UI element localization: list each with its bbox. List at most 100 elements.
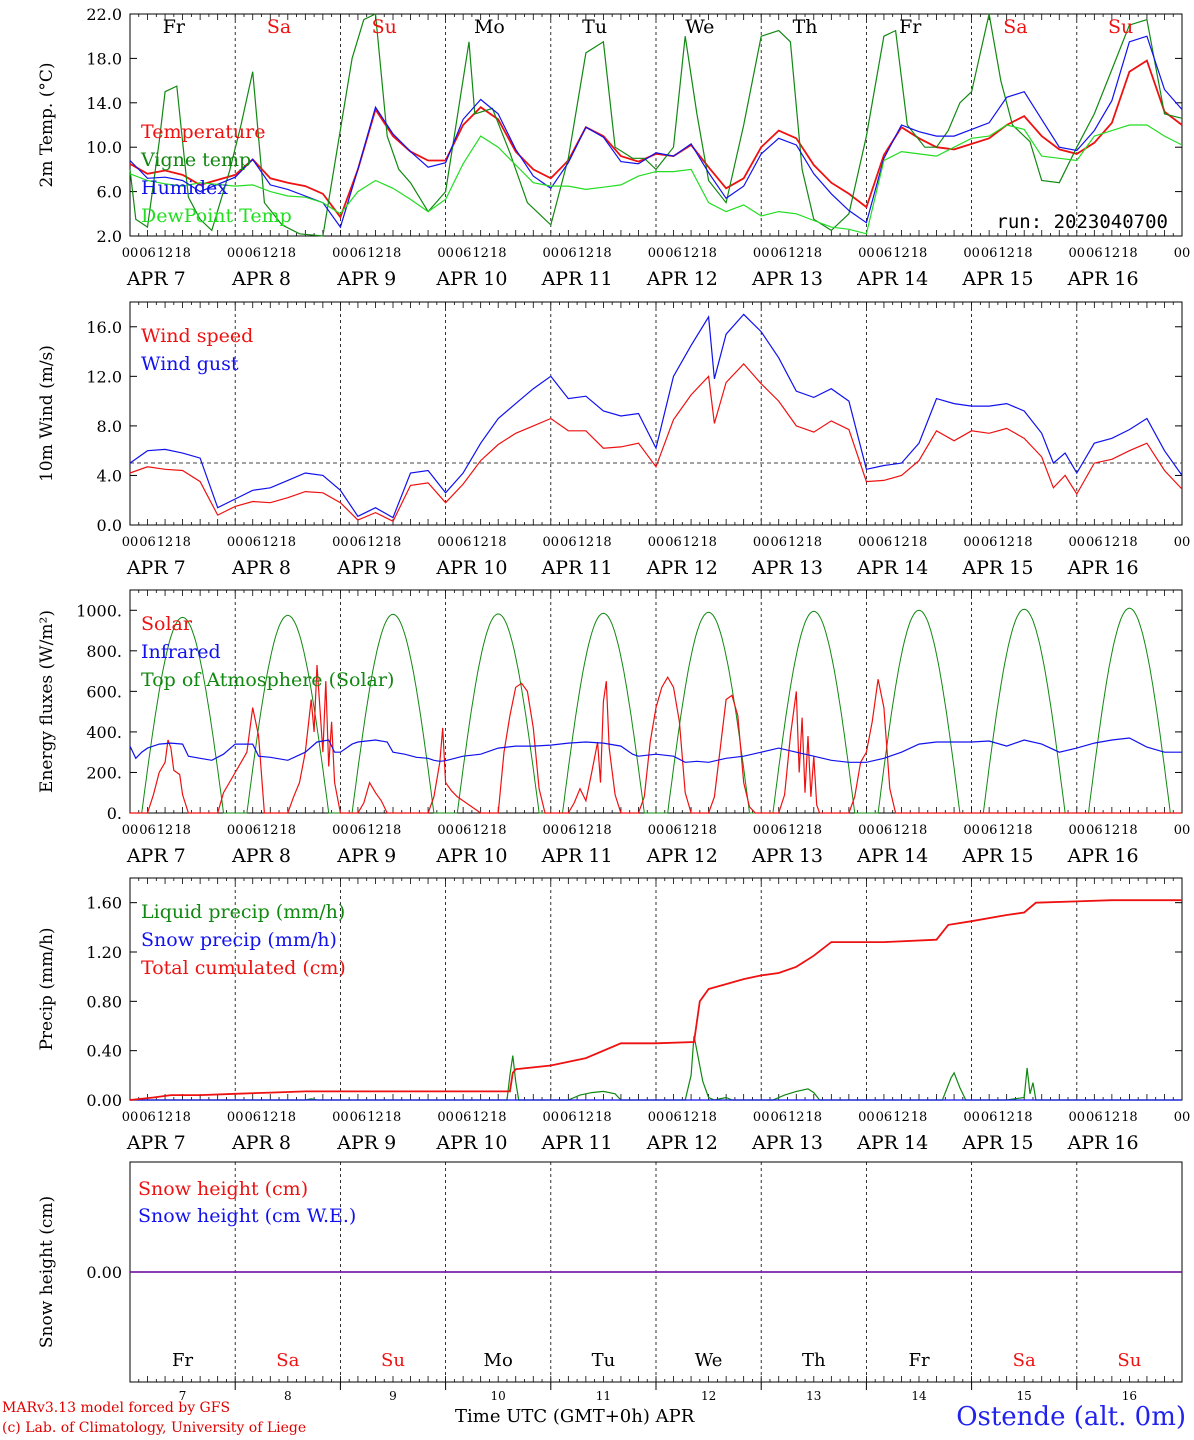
y-tick-label: 1.60 bbox=[86, 894, 122, 913]
hour-tick-label: 18 bbox=[911, 1110, 928, 1125]
legend-entry: Liquid precip (mm/h) bbox=[141, 901, 345, 923]
weekday-label: Sa bbox=[1003, 16, 1027, 38]
hour-tick-label: 12 bbox=[157, 535, 174, 550]
hour-tick-label: 18 bbox=[385, 246, 402, 261]
date-label: APR 12 bbox=[646, 845, 718, 867]
weekday-label: Tu bbox=[582, 16, 607, 38]
date-label: APR 11 bbox=[541, 268, 613, 290]
hour-tick-label: 06 bbox=[560, 246, 577, 261]
hour-tick-label: 00 bbox=[543, 535, 560, 550]
hour-tick-label: 12 bbox=[788, 1110, 805, 1125]
legend-entry: Infrared bbox=[141, 641, 221, 663]
hour-tick-label: 06 bbox=[560, 535, 577, 550]
y-tick-label: 4.0 bbox=[97, 466, 122, 485]
plot-frame bbox=[129, 589, 1183, 814]
y-axis-label: 2m Temp. (°C) bbox=[37, 62, 57, 187]
hour-tick-label: 00 bbox=[963, 535, 980, 550]
hour-tick-label: 00 bbox=[1174, 246, 1191, 261]
hour-tick-label: 00 bbox=[648, 246, 665, 261]
hour-tick-label: 18 bbox=[806, 246, 823, 261]
hour-tick-label: 06 bbox=[244, 246, 261, 261]
hour-tick-label: 00 bbox=[332, 246, 349, 261]
date-label: APR 14 bbox=[856, 845, 928, 867]
weekday-label: Th bbox=[793, 16, 818, 38]
hour-tick-label: 18 bbox=[911, 823, 928, 838]
hour-tick-label: 12 bbox=[1104, 823, 1121, 838]
date-label: APR 9 bbox=[336, 1132, 396, 1154]
hour-tick-label: 00 bbox=[227, 535, 244, 550]
hour-tick-label: 00 bbox=[753, 535, 770, 550]
run-label: run: 2023040700 bbox=[996, 211, 1168, 233]
y-tick-label: 6.0 bbox=[97, 183, 122, 202]
date-label: APR 7 bbox=[126, 1132, 186, 1154]
hour-tick-label: 06 bbox=[139, 823, 156, 838]
hour-tick-label: 12 bbox=[893, 535, 910, 550]
series-line bbox=[129, 899, 1182, 1101]
hour-tick-label: 00 bbox=[543, 1110, 560, 1125]
date-label: APR 9 bbox=[336, 845, 396, 867]
hour-tick-label: 06 bbox=[350, 1110, 367, 1125]
hour-tick-label: 12 bbox=[472, 1110, 489, 1125]
panel-5: 0.00 Snow height (cm) Snow height (cm) Snow… bbox=[37, 1161, 1183, 1403]
weekday-label: We bbox=[685, 16, 714, 38]
hour-tick-label: 12 bbox=[683, 535, 700, 550]
hour-tick-label: 12 bbox=[367, 823, 384, 838]
date-label: APR 10 bbox=[435, 1132, 507, 1154]
hour-tick-label: 18 bbox=[700, 535, 717, 550]
day-number: 13 bbox=[806, 1389, 821, 1403]
hour-tick-label: 12 bbox=[1104, 246, 1121, 261]
hour-tick-label: 12 bbox=[262, 246, 279, 261]
y-tick-label: 10.0 bbox=[86, 138, 122, 157]
hour-tick-label: 00 bbox=[753, 246, 770, 261]
date-label: APR 15 bbox=[961, 268, 1033, 290]
legend-entry: Humidex bbox=[141, 177, 228, 199]
hour-tick-label: 18 bbox=[174, 1110, 191, 1125]
hour-tick-label: 12 bbox=[893, 246, 910, 261]
hour-tick-label: 00 bbox=[963, 1110, 980, 1125]
plot-frame bbox=[129, 301, 1183, 526]
hour-tick-label: 12 bbox=[683, 1110, 700, 1125]
hour-tick-label: 12 bbox=[998, 823, 1015, 838]
hour-tick-label: 06 bbox=[350, 823, 367, 838]
y-tick-label: 16.0 bbox=[86, 318, 122, 337]
hour-tick-label: 06 bbox=[665, 1110, 682, 1125]
hour-tick-label: 06 bbox=[244, 535, 261, 550]
date-label: APR 11 bbox=[541, 1132, 613, 1154]
hour-tick-label: 00 bbox=[122, 823, 139, 838]
day-number: 15 bbox=[1017, 1389, 1032, 1403]
hour-tick-label: 12 bbox=[157, 1110, 174, 1125]
hour-tick-label: 06 bbox=[876, 823, 893, 838]
hour-tick-label: 00 bbox=[122, 1110, 139, 1125]
hour-tick-label: 06 bbox=[665, 823, 682, 838]
hour-tick-label: 18 bbox=[911, 246, 928, 261]
date-label: APR 14 bbox=[856, 268, 928, 290]
hour-tick-label: 12 bbox=[998, 246, 1015, 261]
time-axis-label: Time UTC (GMT+0h) APR bbox=[455, 1406, 695, 1427]
hour-tick-label: 18 bbox=[490, 246, 507, 261]
hour-tick-label: 18 bbox=[1121, 246, 1138, 261]
hour-tick-label: 06 bbox=[981, 1110, 998, 1125]
weekday-label: Mo bbox=[474, 16, 505, 38]
legend-entry: Solar bbox=[141, 613, 193, 635]
panel-3: 0. 200. 400. 600. 800. 1000. Energy fluxes (W/… bbox=[37, 589, 1190, 867]
hour-tick-label: 06 bbox=[244, 823, 261, 838]
hour-tick-label: 12 bbox=[262, 535, 279, 550]
hour-tick-label: 18 bbox=[490, 535, 507, 550]
hour-tick-label: 06 bbox=[455, 535, 472, 550]
y-axis-label: Snow height (cm) bbox=[37, 1196, 57, 1348]
hour-tick-label: 12 bbox=[262, 1110, 279, 1125]
hour-tick-label: 06 bbox=[876, 1110, 893, 1125]
lab-credit: (c) Lab. of Climatology, University of L… bbox=[2, 1420, 307, 1436]
hour-tick-label: 18 bbox=[806, 1110, 823, 1125]
hour-tick-label: 12 bbox=[472, 535, 489, 550]
hour-tick-label: 12 bbox=[998, 1110, 1015, 1125]
hour-tick-label: 00 bbox=[1069, 823, 1086, 838]
hour-tick-label: 12 bbox=[893, 1110, 910, 1125]
hour-tick-label: 06 bbox=[455, 823, 472, 838]
hour-tick-label: 18 bbox=[806, 535, 823, 550]
day-number: 11 bbox=[596, 1389, 611, 1403]
hour-tick-label: 00 bbox=[227, 246, 244, 261]
day-number: 8 bbox=[284, 1389, 292, 1403]
hour-tick-label: 06 bbox=[455, 246, 472, 261]
